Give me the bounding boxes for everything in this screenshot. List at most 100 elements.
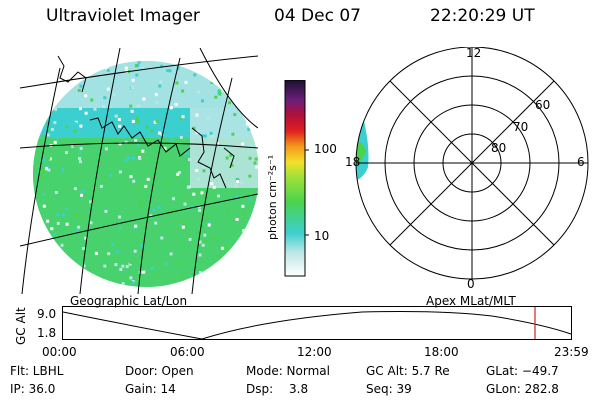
aurora-speckle bbox=[214, 95, 218, 99]
aurora-speckle bbox=[50, 128, 54, 131]
aurora-speckle bbox=[256, 256, 258, 260]
aurora-speckle bbox=[79, 84, 83, 88]
aurora-speckle bbox=[166, 180, 170, 184]
aurora-speckle bbox=[138, 157, 142, 160]
aurora-speckle bbox=[186, 185, 190, 189]
aurora-speckle bbox=[24, 112, 27, 115]
aurora-speckle bbox=[169, 106, 173, 110]
aurora-speckle bbox=[86, 278, 90, 282]
aurora-speckle bbox=[26, 100, 29, 103]
aurora-speckle bbox=[54, 107, 58, 111]
aurora-speckle bbox=[137, 61, 141, 64]
aurora-speckle bbox=[250, 267, 254, 271]
aurora-speckle bbox=[27, 180, 30, 183]
aurora-speckle bbox=[107, 252, 111, 256]
aurora-speckle bbox=[23, 191, 26, 194]
aurora-speckle bbox=[121, 282, 125, 286]
aurora-speckle bbox=[104, 209, 108, 213]
aurora-speckle bbox=[205, 218, 209, 222]
polar-plot bbox=[355, 47, 589, 280]
mlt-label-18: 18 bbox=[345, 155, 361, 169]
mlt-label-0: 0 bbox=[467, 277, 475, 291]
aurora-speckle bbox=[77, 225, 81, 229]
aurora-speckle bbox=[142, 97, 146, 101]
aurora-speckle bbox=[160, 64, 164, 68]
aurora-speckle bbox=[73, 187, 77, 191]
aurora-speckle bbox=[202, 164, 205, 168]
aurora-speckle bbox=[177, 171, 181, 174]
aurora-speckle bbox=[154, 93, 158, 97]
aurora-speckle bbox=[73, 129, 77, 133]
aurora-speckle bbox=[41, 158, 45, 162]
aurora-speckle bbox=[51, 248, 55, 252]
aurora-speckle bbox=[78, 160, 82, 164]
geographic-label: Geographic Lat/Lon bbox=[70, 294, 188, 308]
aurora-speckle bbox=[33, 279, 35, 282]
aurora-speckle bbox=[185, 152, 189, 156]
aurora-speckle bbox=[33, 138, 36, 142]
aurora-speckle bbox=[105, 283, 109, 287]
aurora-speckle bbox=[198, 253, 202, 257]
aurora-speckle bbox=[201, 243, 205, 247]
aurora-speckle bbox=[135, 73, 139, 77]
aurora-speckle bbox=[130, 86, 134, 90]
aurora-speckle bbox=[238, 283, 242, 287]
aurora-speckle bbox=[47, 168, 51, 172]
aurora-speckle bbox=[40, 53, 43, 56]
aurora-speckle bbox=[59, 115, 63, 119]
aurora-speckle bbox=[36, 151, 40, 155]
aurora-speckle bbox=[60, 49, 63, 52]
aurora-speckle bbox=[183, 202, 187, 206]
aurora-speckle bbox=[104, 147, 108, 151]
aurora-speckle bbox=[75, 108, 79, 112]
aurora-speckle bbox=[124, 158, 128, 162]
aurora-speckle bbox=[109, 173, 113, 177]
orbit-frame bbox=[62, 306, 572, 340]
aurora-speckle bbox=[55, 136, 59, 140]
aurora-speckle bbox=[154, 221, 158, 225]
orbit-x-tick-0000: 00:00 bbox=[42, 345, 77, 359]
aurora-speckle bbox=[40, 88, 44, 92]
aurora-speckle bbox=[177, 227, 181, 231]
aurora-speckle bbox=[242, 229, 246, 233]
aurora-speckle bbox=[158, 131, 161, 135]
aurora-speckle bbox=[254, 113, 258, 117]
aurora-speckle bbox=[26, 128, 29, 131]
door-info: Door: Open bbox=[125, 364, 194, 378]
geo-grid bbox=[20, 48, 258, 294]
aurora-speckle bbox=[169, 252, 173, 256]
aurora-speckle bbox=[248, 156, 252, 160]
aurora-speckle bbox=[250, 258, 254, 262]
aurora-speckle bbox=[82, 53, 85, 56]
aurora-speckle bbox=[53, 140, 57, 144]
aurora-speckle bbox=[166, 69, 170, 73]
aurora-speckle bbox=[49, 76, 53, 80]
aurora-speckle bbox=[74, 122, 78, 126]
aurora-speckle bbox=[131, 281, 135, 285]
aurora-speckle bbox=[235, 218, 239, 221]
aurora-speckle bbox=[44, 262, 48, 266]
aurora-speckle bbox=[175, 81, 179, 85]
aurora-speckle bbox=[55, 91, 59, 95]
aurora-speckle bbox=[200, 54, 203, 57]
aurora-speckle bbox=[62, 255, 66, 259]
aurora-speckle bbox=[190, 205, 194, 209]
aurora-speckle bbox=[93, 64, 97, 68]
aurora-speckle bbox=[226, 209, 230, 212]
gc-alt-info: GC Alt: 5.7 Re bbox=[366, 364, 450, 378]
aurora-speckle bbox=[111, 243, 115, 247]
aurora-speckle bbox=[238, 95, 241, 99]
lat-label-60: 60 bbox=[535, 98, 551, 112]
aurora-speckle bbox=[145, 125, 149, 129]
aurora-speckle bbox=[141, 149, 145, 153]
aurora-speckle bbox=[80, 193, 83, 197]
mlt-label-6: 6 bbox=[577, 155, 585, 169]
ip-info: IP: 36.0 bbox=[10, 382, 56, 396]
aurora-speckle bbox=[84, 111, 88, 115]
aurora-speckle bbox=[204, 286, 208, 287]
aurora-speckle bbox=[99, 55, 102, 58]
aurora-speckle bbox=[201, 134, 205, 138]
aurora-speckle bbox=[179, 135, 183, 139]
aurora-speckle bbox=[29, 205, 32, 208]
aurora-speckle bbox=[130, 109, 134, 113]
